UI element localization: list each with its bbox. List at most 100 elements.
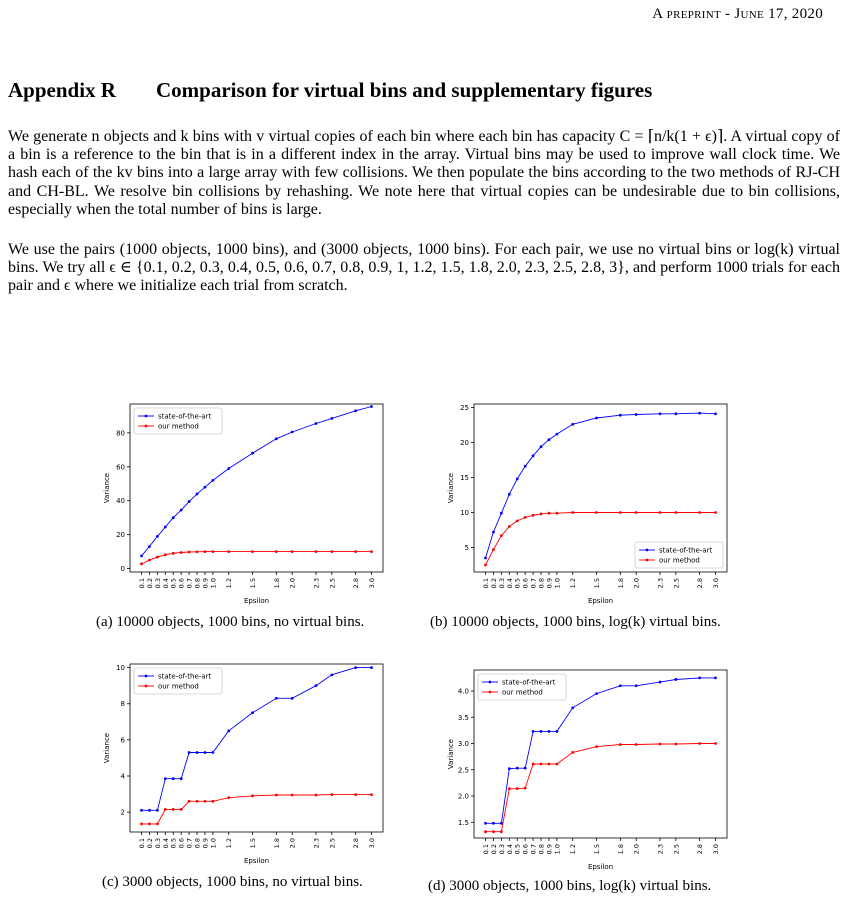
data-point bbox=[148, 545, 151, 548]
series-line bbox=[485, 743, 716, 833]
data-point bbox=[187, 500, 191, 503]
figure-d: 1.5 2.0 2.5 3.0 3.5 4.0 0.1 0.2 0.3 0.4 0.5 0.6 0.7 0… bbox=[444, 664, 734, 876]
x-tick-label: 2.5 bbox=[672, 578, 680, 588]
x-tick-label: 0.5 bbox=[170, 578, 178, 588]
chart-d: 1.52.02.53.03.54.00.1 0.2 0.3 0.4 0.5 0.6 0.7 0… bbox=[447, 669, 728, 871]
y-tick-label: 15 bbox=[460, 474, 469, 482]
data-point bbox=[484, 556, 487, 560]
data-point bbox=[251, 550, 254, 554]
legend-label: our method bbox=[502, 689, 543, 697]
x-tick-label: 0.3 bbox=[154, 578, 162, 588]
data-point bbox=[140, 822, 143, 826]
page-header: A preprint - June 17, 2020 bbox=[652, 6, 823, 22]
caption-a: (a) 10000 objects, 1000 bins, no virtual… bbox=[96, 614, 365, 630]
figure-a: 0 20 40 60 80 0.1 0.2 0.3 0.4 0.5 0.6 0.7 0.8 0.9 1.0 1… bbox=[100, 398, 390, 610]
data-point bbox=[634, 413, 638, 416]
data-point bbox=[227, 467, 231, 470]
x-tick-label: 0.7 bbox=[530, 844, 538, 854]
paragraph-1: We generate n objects and k bins with v … bbox=[8, 128, 840, 218]
x-tick-label: 2.0 bbox=[633, 578, 641, 588]
x-tick-label: 1.8 bbox=[273, 578, 281, 588]
legend-marker bbox=[488, 680, 492, 684]
x-tick-label: 1.8 bbox=[273, 838, 281, 848]
x-tick-label: 0.9 bbox=[545, 578, 553, 588]
data-point bbox=[290, 793, 294, 797]
data-point bbox=[658, 511, 662, 514]
data-point bbox=[203, 485, 207, 489]
legend-marker bbox=[144, 674, 148, 678]
data-point bbox=[148, 808, 151, 812]
data-point bbox=[634, 684, 638, 688]
y-tick-label: 10 bbox=[460, 509, 469, 517]
legend-label: state-of-the-art bbox=[502, 679, 555, 687]
legend-marker bbox=[488, 690, 492, 694]
data-point bbox=[195, 751, 199, 754]
x-tick-label: 1.2 bbox=[225, 578, 233, 588]
y-tick-label: 40 bbox=[116, 497, 125, 505]
figure-b: 5 10 15 20 25 0.1 0.2 0.3 0.4 0.5 0.6 0.7 0.8 0.9 1.0 1… bbox=[444, 398, 734, 610]
caption-d: (d) 3000 objects, 1000 bins, log(k) virt… bbox=[428, 878, 712, 894]
data-point bbox=[539, 762, 543, 766]
y-tick-label: 3.0 bbox=[458, 740, 469, 748]
data-point bbox=[547, 762, 551, 766]
data-point bbox=[484, 821, 487, 825]
x-tick-label: 0.6 bbox=[178, 578, 186, 588]
data-point bbox=[251, 711, 254, 715]
data-point bbox=[499, 534, 503, 537]
data-point bbox=[523, 516, 527, 519]
data-point bbox=[227, 550, 231, 554]
data-point bbox=[354, 666, 358, 670]
legend-label: our method bbox=[158, 423, 199, 431]
data-point bbox=[555, 511, 559, 515]
x-tick-label: 1.2 bbox=[569, 578, 577, 588]
data-point bbox=[492, 530, 495, 534]
x-axis-label: Epsilon bbox=[588, 597, 613, 605]
data-point bbox=[571, 511, 575, 514]
x-tick-label: 2.0 bbox=[289, 838, 297, 848]
y-tick-label: 4 bbox=[121, 773, 126, 781]
legend-marker bbox=[144, 424, 148, 428]
data-point bbox=[155, 808, 159, 812]
data-point bbox=[658, 742, 662, 746]
data-point bbox=[290, 696, 294, 700]
y-axis-label: Variance bbox=[447, 739, 455, 769]
legend-label: state-of-the-art bbox=[158, 673, 211, 681]
data-point bbox=[507, 492, 511, 496]
series-line bbox=[485, 412, 716, 559]
data-point bbox=[595, 511, 598, 514]
data-point bbox=[179, 777, 183, 781]
x-tick-label: 0.9 bbox=[201, 838, 209, 848]
data-point bbox=[698, 411, 702, 415]
data-point bbox=[714, 742, 717, 745]
x-tick-label: 0.4 bbox=[162, 578, 170, 588]
data-point bbox=[370, 666, 373, 670]
legend-label: our method bbox=[659, 557, 700, 565]
data-point bbox=[330, 550, 334, 554]
y-tick-label: 0 bbox=[121, 565, 125, 573]
data-point bbox=[492, 548, 495, 551]
data-point bbox=[658, 680, 662, 684]
data-point bbox=[171, 516, 175, 520]
y-tick-label: 20 bbox=[116, 531, 125, 539]
legend-box bbox=[133, 667, 223, 695]
x-tick-label: 0.2 bbox=[146, 578, 154, 588]
data-point bbox=[539, 445, 543, 449]
data-point bbox=[171, 777, 175, 781]
x-tick-label: 2.8 bbox=[696, 844, 704, 854]
x-tick-label: 0.6 bbox=[178, 838, 186, 848]
legend-marker bbox=[144, 684, 148, 688]
data-point bbox=[179, 551, 183, 554]
x-tick-label: 1.5 bbox=[249, 578, 257, 588]
data-point bbox=[674, 678, 678, 681]
data-point bbox=[163, 808, 167, 811]
x-tick-label: 0.9 bbox=[545, 844, 553, 854]
data-point bbox=[187, 751, 191, 754]
data-point bbox=[698, 676, 702, 680]
data-point bbox=[155, 555, 159, 559]
x-tick-label: 2.3 bbox=[312, 838, 320, 848]
x-tick-label: 1.8 bbox=[617, 844, 625, 854]
data-point bbox=[155, 822, 159, 826]
data-point bbox=[595, 692, 598, 696]
data-point bbox=[290, 430, 294, 434]
data-point bbox=[547, 730, 551, 733]
